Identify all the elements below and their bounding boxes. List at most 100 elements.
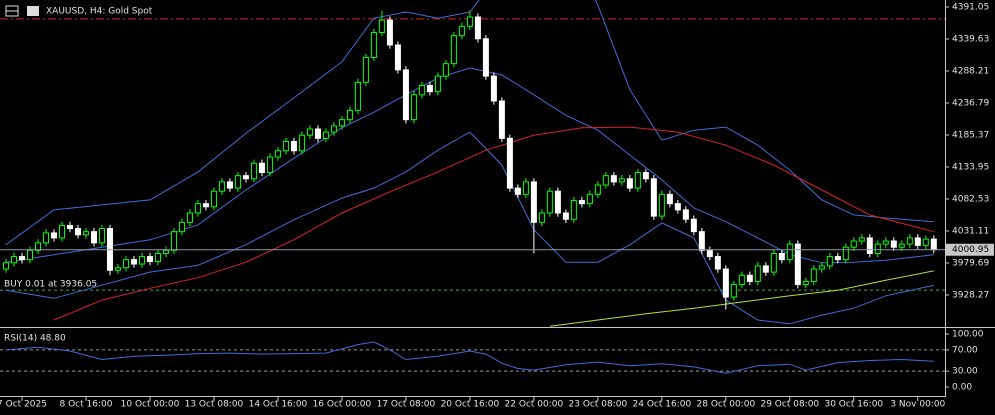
candle-body bbox=[514, 187, 521, 195]
candle-body bbox=[178, 221, 185, 233]
y-tick-label: 3928.27 bbox=[952, 290, 989, 300]
x-tick-label: 8 Oct 16:00 bbox=[60, 400, 113, 410]
x-tick-label: 13 Oct 08:00 bbox=[185, 400, 244, 410]
candle-body bbox=[362, 56, 369, 83]
candle-body bbox=[554, 190, 561, 214]
candle-body bbox=[634, 172, 641, 189]
candle-body bbox=[218, 181, 225, 192]
candle-body bbox=[786, 243, 793, 261]
candle-body bbox=[770, 252, 777, 273]
x-tick-label: 17 Oct 08:00 bbox=[377, 400, 436, 410]
candle-body bbox=[922, 238, 929, 246]
x-tick-label: 7 Oct 2025 bbox=[0, 400, 47, 410]
candle-body bbox=[602, 175, 609, 186]
candle-body bbox=[74, 228, 81, 236]
candle-body bbox=[674, 203, 681, 211]
trade-label: BUY 0.01 at 3936.05 bbox=[4, 280, 97, 290]
candle-body bbox=[90, 231, 97, 244]
rsi-y-tick-label: 70.00 bbox=[952, 345, 978, 355]
candle-body bbox=[58, 224, 65, 239]
candle-body bbox=[210, 190, 217, 208]
x-tick-label: 29 Oct 08:00 bbox=[760, 400, 819, 410]
last-price-box bbox=[946, 243, 994, 256]
candle-body bbox=[618, 178, 625, 183]
candle-body bbox=[722, 268, 729, 298]
candle-body bbox=[2, 262, 9, 270]
candle-body bbox=[290, 140, 297, 152]
candle-body bbox=[754, 265, 761, 282]
candle-body bbox=[914, 237, 921, 246]
candle-body bbox=[706, 249, 713, 258]
candle-body bbox=[426, 84, 433, 93]
candle-body bbox=[882, 240, 889, 245]
candle-body bbox=[314, 128, 321, 139]
rsi-y-tick-label: 100.00 bbox=[952, 329, 984, 339]
candle-body bbox=[378, 19, 385, 34]
candle-body bbox=[794, 243, 801, 286]
y-tick-label: 4082.53 bbox=[952, 194, 989, 204]
candle-body bbox=[386, 19, 393, 46]
indicator-line bbox=[5, 67, 934, 264]
icon bbox=[27, 6, 39, 16]
price-pane bbox=[0, 0, 945, 327]
candle-body bbox=[874, 243, 881, 254]
candle-body bbox=[354, 81, 361, 111]
candle-body bbox=[330, 125, 337, 133]
candle-body bbox=[690, 218, 697, 233]
candle-body bbox=[394, 44, 401, 71]
candle-body bbox=[642, 172, 649, 180]
candle-body bbox=[26, 249, 33, 261]
x-tick-label: 22 Oct 00:00 bbox=[505, 400, 564, 410]
indicator-line bbox=[53, 126, 934, 321]
x-tick-label: 24 Oct 16:00 bbox=[633, 400, 692, 410]
y-tick-label: 4133.95 bbox=[952, 162, 989, 172]
candle-body bbox=[562, 212, 569, 220]
candle-body bbox=[34, 242, 41, 251]
candle-body bbox=[586, 193, 593, 205]
candle-body bbox=[266, 156, 273, 174]
x-tick-label: 14 Oct 16:00 bbox=[249, 400, 308, 410]
candle-body bbox=[474, 16, 481, 40]
candle-body bbox=[202, 203, 209, 208]
candle-body bbox=[242, 175, 249, 180]
candle-body bbox=[858, 237, 865, 242]
candle-body bbox=[506, 137, 513, 189]
candle-body bbox=[410, 94, 417, 121]
candle-body bbox=[186, 212, 193, 223]
rsi-pane bbox=[0, 341, 945, 374]
candle-body bbox=[282, 140, 289, 152]
candle-body bbox=[170, 231, 177, 251]
candle-body bbox=[18, 256, 25, 261]
indicator-line bbox=[5, 341, 934, 374]
candle-body bbox=[842, 246, 849, 261]
chart-title: XAUUSD, H4: Gold Spot bbox=[46, 7, 153, 17]
candle-body bbox=[42, 232, 49, 244]
indicator-line bbox=[549, 270, 934, 327]
candle-body bbox=[258, 162, 265, 174]
candle-body bbox=[226, 181, 233, 189]
candle-body bbox=[458, 25, 465, 37]
indicator-line bbox=[5, 0, 934, 246]
candle-body bbox=[154, 252, 161, 263]
candle-body bbox=[482, 38, 489, 77]
candle-body bbox=[714, 256, 721, 270]
candle-body bbox=[578, 200, 585, 205]
candle-body bbox=[898, 243, 905, 248]
y-tick-label: 4185.37 bbox=[952, 130, 989, 140]
candle-body bbox=[778, 252, 785, 261]
symbol-icons bbox=[5, 5, 39, 17]
candle-body bbox=[298, 134, 305, 152]
x-tick-label: 16 Oct 00:00 bbox=[313, 400, 372, 410]
candle-body bbox=[370, 32, 377, 58]
candle-body bbox=[666, 193, 673, 205]
candle-body bbox=[930, 238, 937, 251]
candle-body bbox=[250, 162, 257, 180]
candle-body bbox=[850, 240, 857, 248]
candle-body bbox=[650, 178, 657, 217]
candle-body bbox=[658, 193, 665, 217]
candle-body bbox=[818, 265, 825, 270]
candle-body bbox=[10, 256, 17, 264]
candle-body bbox=[570, 200, 577, 220]
